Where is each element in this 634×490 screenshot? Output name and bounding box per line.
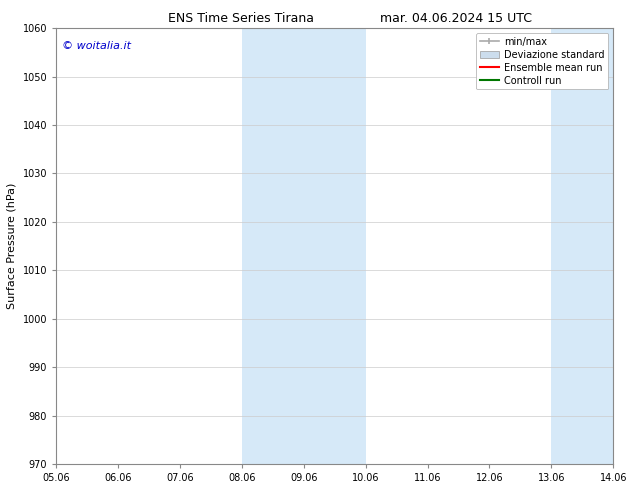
Legend: min/max, Deviazione standard, Ensemble mean run, Controll run: min/max, Deviazione standard, Ensemble m…	[476, 33, 609, 90]
Bar	[552, 28, 613, 464]
Text: © woitalia.it: © woitalia.it	[61, 41, 131, 51]
Text: ENS Time Series Tirana: ENS Time Series Tirana	[168, 12, 314, 25]
Text: mar. 04.06.2024 15 UTC: mar. 04.06.2024 15 UTC	[380, 12, 533, 25]
Y-axis label: Surface Pressure (hPa): Surface Pressure (hPa)	[7, 183, 17, 309]
Bar	[242, 28, 366, 464]
